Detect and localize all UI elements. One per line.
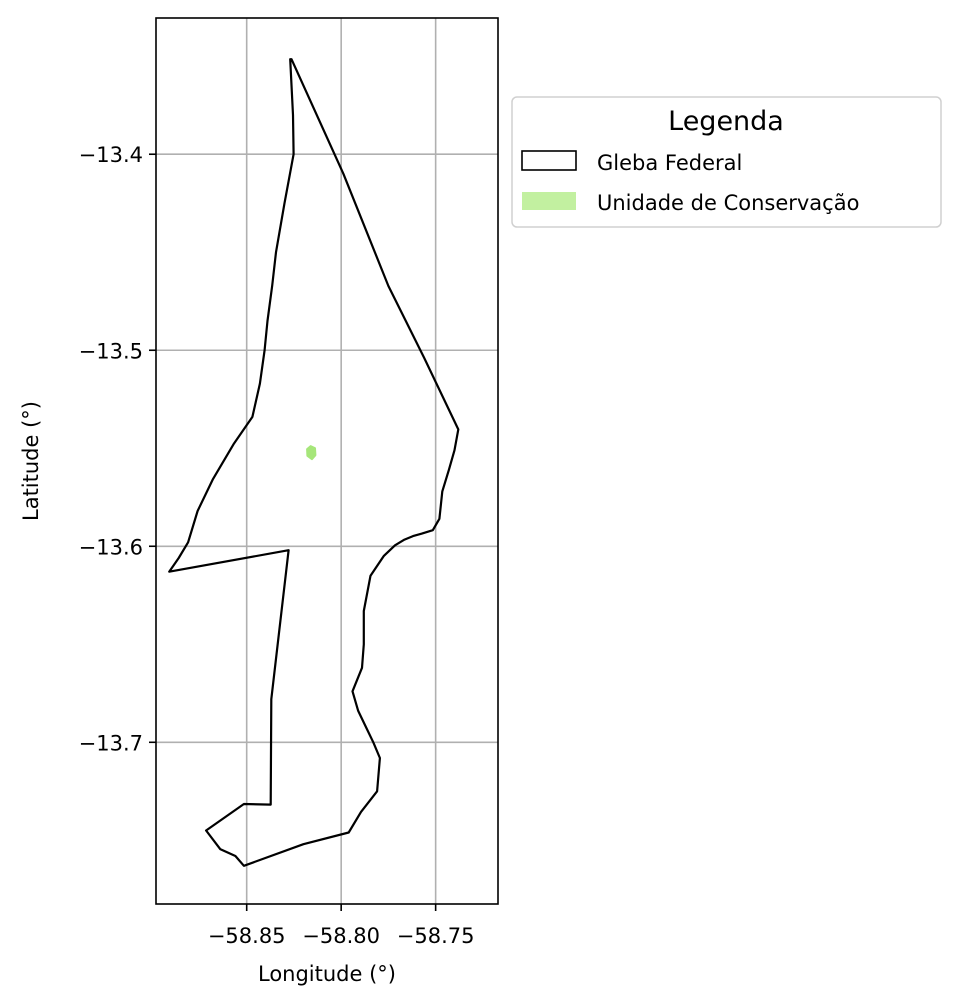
x-tick-label: −58.80: [302, 924, 380, 948]
x-tick-label: −58.75: [397, 924, 475, 948]
y-tick-label: −13.5: [79, 339, 143, 363]
x-axis-ticks: −58.85 −58.80 −58.75: [208, 904, 475, 948]
map-polygon-unidade-de-conservacao: [306, 445, 317, 461]
y-axis-label: Latitude (°): [19, 401, 43, 521]
legend-label-gleba-federal: Gleba Federal: [597, 151, 742, 175]
legend-title: Legenda: [668, 106, 784, 137]
legend: Legenda Gleba Federal Unidade de Conserv…: [511, 96, 942, 228]
y-tick-label: −13.4: [79, 143, 143, 167]
legend-box: [511, 96, 942, 228]
x-tick-label: −58.85: [208, 924, 286, 948]
y-tick-label: −13.6: [79, 535, 143, 559]
grid-lines: [156, 18, 498, 904]
legend-swatch-unidade-de-conservacao: [522, 192, 576, 210]
legend-label-unidade-de-conservacao: Unidade de Conservação: [597, 191, 859, 215]
legend-swatch-gleba-federal: [521, 150, 577, 171]
map-polygon-gleba-federal: [168, 58, 460, 867]
map-layers: [168, 58, 460, 867]
y-tick-label: −13.7: [79, 731, 143, 755]
x-axis-label: Longitude (°): [258, 962, 396, 986]
plot-frame: [155, 17, 499, 905]
y-axis-ticks: −13.4 −13.5 −13.6 −13.7: [79, 143, 156, 755]
